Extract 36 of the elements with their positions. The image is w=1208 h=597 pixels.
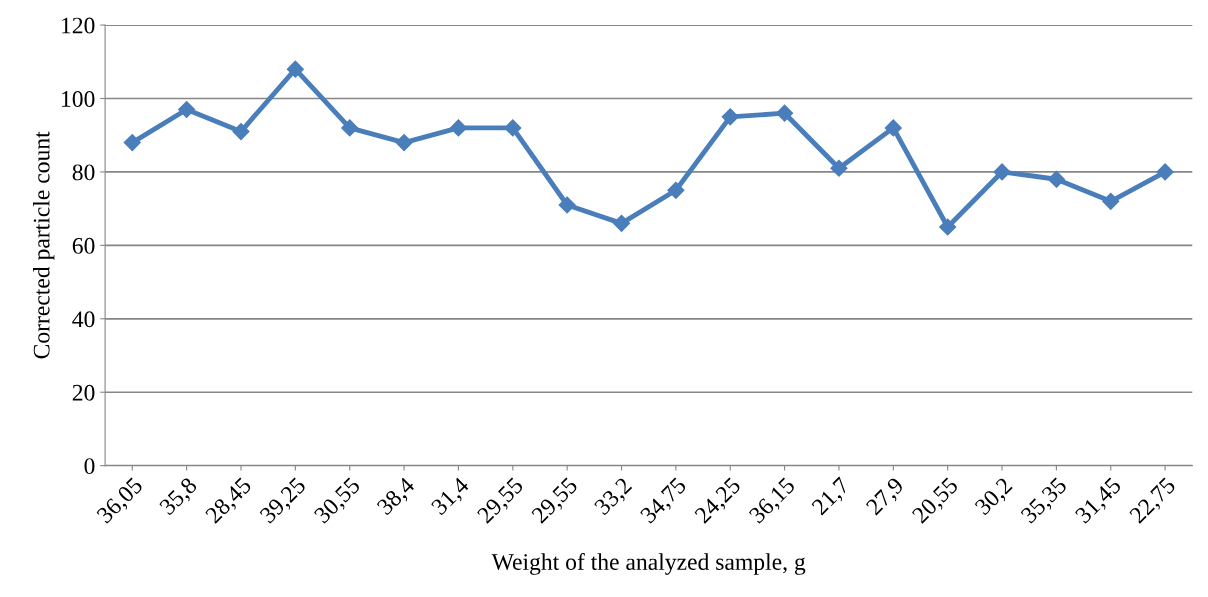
- point: [395, 134, 413, 152]
- point: [721, 108, 739, 126]
- point: [178, 100, 196, 119]
- x-tick-label: 33,2: [593, 476, 635, 518]
- x-tick-label: 31,4: [430, 476, 473, 518]
- y-axis-title: Corrected particle count: [32, 131, 55, 359]
- point: [341, 119, 359, 137]
- point: [1102, 192, 1120, 210]
- point: [993, 163, 1011, 181]
- point: [286, 60, 304, 78]
- x-tick-label: 21,7: [811, 476, 853, 519]
- y-tick-label: 20: [72, 384, 95, 401]
- x-tick-label: 38,4: [376, 476, 418, 518]
- x-tick-label: 35,8: [158, 476, 201, 518]
- point: [612, 214, 631, 232]
- y-tick-label: 60: [72, 237, 95, 254]
- x-tick-label: 27,9: [865, 476, 907, 519]
- point: [939, 218, 957, 236]
- point: [1156, 163, 1174, 181]
- y-tick-label: 40: [72, 311, 95, 328]
- y-tick-label: 120: [62, 17, 95, 34]
- point: [1047, 170, 1065, 188]
- point: [558, 196, 576, 214]
- point: [449, 119, 467, 137]
- y-tick-label: 80: [72, 164, 95, 181]
- y-tick-label: 100: [62, 91, 95, 107]
- x-axis-title: Weight of the analyzed sample, g: [491, 553, 806, 575]
- point: [830, 159, 848, 177]
- point: [884, 119, 902, 137]
- point: [504, 119, 522, 137]
- y-tick-label: 0: [84, 458, 95, 475]
- point: [232, 122, 250, 141]
- point: [123, 134, 141, 152]
- point: [667, 181, 685, 199]
- point: [776, 104, 794, 122]
- x-tick-label: 30,2: [974, 476, 1016, 518]
